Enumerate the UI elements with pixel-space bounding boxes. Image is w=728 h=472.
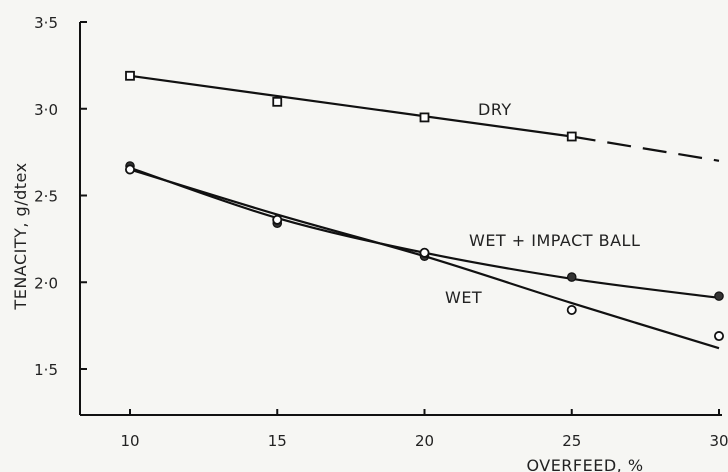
wet-point-4 [714, 331, 725, 342]
y-tick-label-2: 2·5 [34, 188, 58, 206]
x-tick-label-1: 15 [268, 432, 287, 450]
wet-point-0 [125, 164, 136, 175]
dry-point-1 [272, 96, 283, 107]
wet-impact-ball-point-3 [566, 272, 577, 282]
x-tick-label-2: 20 [415, 432, 434, 450]
wet-point-3 [566, 305, 577, 316]
dry-point-0 [125, 70, 135, 81]
x-axis-label: OVERFEED, % [526, 456, 643, 472]
x-tick-label-0: 10 [120, 432, 139, 450]
dry-point-3 [566, 131, 577, 142]
wet-point-2 [419, 247, 430, 258]
y-tick-label-3: 3·0 [34, 101, 58, 119]
y-axis-label: TENACITY, g/dtex [11, 162, 30, 310]
wet-series-label: WET [445, 288, 482, 307]
wet-impact-ball-point-4 [714, 291, 724, 301]
dry-series-line [129, 74, 572, 138]
y-tick-label-4: 3·5 [34, 14, 58, 32]
dry-point-2 [419, 112, 430, 123]
y-tick-label-1: 2·0 [34, 274, 58, 292]
dry-series-dashed-line [571, 135, 720, 162]
x-tick-label-4: 30 [709, 432, 728, 450]
x-tick-label-3: 25 [562, 432, 581, 450]
y-tick-label-0: 1·5 [34, 361, 58, 379]
dry-series-label: DRY [478, 100, 512, 119]
wet-point-1 [272, 214, 283, 225]
wet-impact-ball-series-label: WET + IMPACT BALL [469, 231, 640, 250]
